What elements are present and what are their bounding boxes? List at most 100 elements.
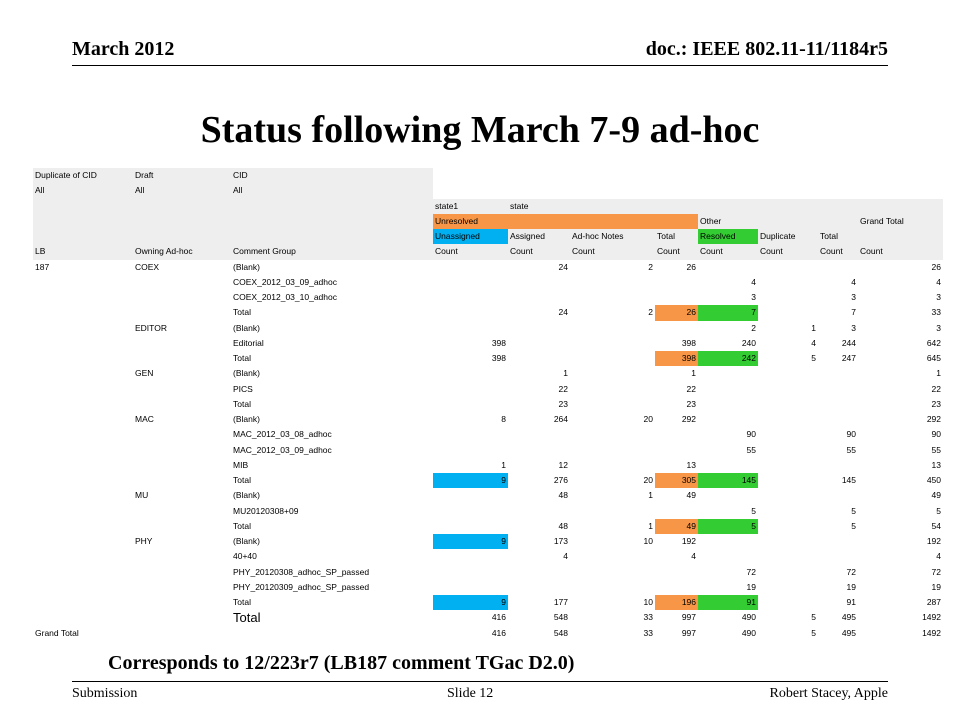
number-cell: 33 <box>643 627 653 638</box>
text-cell: Duplicate <box>760 231 796 241</box>
number-cell: 4 <box>936 551 941 562</box>
number-cell: 548 <box>553 612 568 623</box>
number-cell: 4 <box>811 337 816 348</box>
text-cell: Count <box>700 246 723 257</box>
number-cell: 4 <box>936 276 941 287</box>
text-cell: Duplicate of CID <box>35 170 97 180</box>
number-cell: 3 <box>851 292 856 302</box>
text-cell: PICS <box>233 383 253 394</box>
number-cell: 5 <box>811 627 816 638</box>
text-cell: Total <box>657 231 675 241</box>
text-cell: MAC_2012_03_08_adhoc <box>233 429 332 440</box>
number-cell: 4 <box>691 551 696 562</box>
number-cell: 2 <box>751 322 756 333</box>
number-cell: 1 <box>648 520 653 531</box>
text-cell: (Blank) <box>233 490 260 501</box>
number-cell: 55 <box>931 444 941 455</box>
number-cell: 23 <box>558 398 568 409</box>
text-cell: Total <box>233 398 251 409</box>
number-cell: 244 <box>841 337 856 348</box>
number-cell: 1492 <box>922 627 941 638</box>
number-cell: 55 <box>746 444 756 455</box>
text-cell: Total <box>233 610 261 626</box>
text-cell: Total <box>820 231 838 241</box>
number-cell: 398 <box>491 353 506 363</box>
number-cell: 5 <box>698 518 758 534</box>
number-cell: 5 <box>851 505 856 516</box>
text-cell: state1 <box>435 200 459 211</box>
text-cell: 40+40 <box>233 551 257 562</box>
number-cell: 13 <box>931 459 941 470</box>
number-cell: 305 <box>655 473 698 489</box>
number-cell: 33 <box>931 307 941 318</box>
number-cell: 240 <box>741 337 756 348</box>
text-cell: Count <box>435 246 458 257</box>
header-date: March 2012 <box>72 38 175 60</box>
number-cell: 19 <box>846 581 856 592</box>
number-cell: 91 <box>698 595 758 611</box>
text-cell: (Blank) <box>233 368 260 379</box>
number-cell: 997 <box>681 612 696 623</box>
number-cell: 3 <box>936 292 941 302</box>
footer-left: Submission <box>72 686 138 701</box>
number-cell: 642 <box>926 337 941 348</box>
number-cell: 276 <box>553 475 568 485</box>
number-cell: 177 <box>553 597 568 607</box>
number-cell: 1 <box>501 459 506 470</box>
number-cell: 4 <box>563 551 568 562</box>
header-band <box>33 168 433 199</box>
text-cell: Ad-hoc Notes <box>572 231 624 241</box>
number-cell: 997 <box>681 627 696 638</box>
number-cell: 145 <box>698 473 758 489</box>
number-cell: 10 <box>643 536 653 546</box>
number-cell: 90 <box>846 429 856 440</box>
number-cell: 247 <box>841 353 856 363</box>
number-cell: 48 <box>558 490 568 501</box>
number-cell: 9 <box>433 534 508 550</box>
number-cell: 398 <box>491 337 506 348</box>
number-cell: 22 <box>686 383 696 394</box>
number-cell: 187 <box>35 261 50 272</box>
number-cell: 1 <box>936 368 941 379</box>
header-doc: doc.: IEEE 802.11-11/1184r5 <box>645 38 888 60</box>
number-cell: 398 <box>681 337 696 348</box>
text-cell: Owning Ad-hoc <box>135 246 193 257</box>
number-cell: 490 <box>741 627 756 638</box>
number-cell: 2 <box>648 307 653 318</box>
text-cell: MIB <box>233 459 249 470</box>
number-cell: 490 <box>741 612 756 623</box>
text-cell: Comment Group <box>233 246 296 257</box>
number-cell: 9 <box>433 473 508 489</box>
number-cell: 48 <box>558 520 568 531</box>
text-cell: Other <box>700 215 722 226</box>
number-cell: 145 <box>841 475 856 485</box>
number-cell: 3 <box>936 322 941 333</box>
text-cell: MU20120308+09 <box>233 505 299 516</box>
number-cell: 91 <box>846 597 856 607</box>
text-cell: Unresolved <box>433 213 698 229</box>
number-cell: 242 <box>698 351 758 367</box>
text-cell: All <box>135 185 145 196</box>
number-cell: 4 <box>751 276 756 287</box>
number-cell: 5 <box>936 505 941 516</box>
caption: Corresponds to 12/223r7 (LB187 comment T… <box>108 652 575 674</box>
text-cell: PHY <box>135 536 153 546</box>
text-cell: PHY_20120309_adhoc_SP_passed <box>233 581 370 592</box>
number-cell: 55 <box>846 444 856 455</box>
number-cell: 24 <box>558 261 568 272</box>
number-cell: 26 <box>686 261 696 272</box>
number-cell: 4 <box>851 276 856 287</box>
text-cell: Count <box>820 246 843 257</box>
text-cell: CID <box>233 170 248 180</box>
number-cell: 54 <box>931 520 941 531</box>
text-cell: (Blank) <box>233 414 260 424</box>
text-cell: All <box>35 185 45 196</box>
slide-title: Status following March 7-9 ad-hoc <box>200 109 760 151</box>
number-cell: 5 <box>811 353 816 363</box>
text-cell: Count <box>657 246 680 257</box>
number-cell: 416 <box>491 627 506 638</box>
text-cell: (Blank) <box>233 322 260 333</box>
number-cell: 72 <box>846 566 856 577</box>
text-cell: Assigned <box>510 231 545 241</box>
